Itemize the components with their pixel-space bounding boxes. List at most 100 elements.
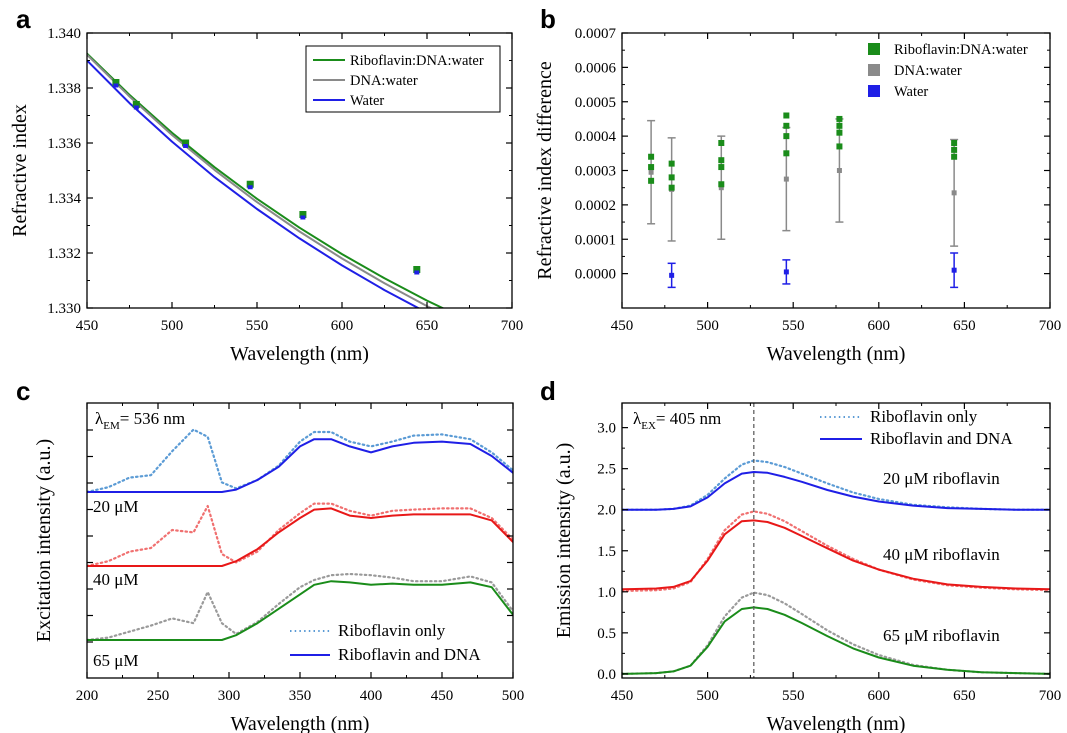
y-tick-label: 0.0000 [575, 267, 616, 283]
legend-a: Riboflavin:DNA:water DNA:water Water [305, 45, 501, 113]
data-point-riboflavin-dna-water [783, 133, 790, 140]
data-point-riboflavin-dna-water [783, 122, 790, 129]
x-tick-label: 500 [696, 688, 719, 704]
y-tick-label: 0.0 [597, 667, 616, 683]
legend-label: Riboflavin only [870, 407, 978, 426]
series-line-dna-water [87, 53, 434, 308]
panel-letter-b: b [540, 4, 556, 34]
x-tick-label: 700 [1039, 318, 1062, 334]
data-point-riboflavin-dna-water [718, 181, 725, 188]
data-point-dna-water [951, 190, 957, 196]
series-line [622, 606, 1050, 675]
legend-label: DNA:water [350, 73, 418, 89]
x-tick-label: 600 [868, 318, 891, 334]
x-tick-label: 200 [76, 688, 99, 704]
data-point-riboflavin-dna-water [836, 115, 843, 122]
series-line [87, 428, 513, 494]
data-marker [299, 211, 307, 218]
data-point-riboflavin-dna-water [836, 143, 843, 150]
y-tick-label: 1.332 [47, 246, 81, 262]
y-tick-label: 0.0003 [575, 164, 616, 180]
y-axis-label: Excitation intensity (a.u.) [33, 439, 55, 642]
curve-label: 65 μM [93, 651, 138, 670]
data-point-riboflavin-dna-water [668, 160, 675, 167]
data-point-dna-water [783, 176, 789, 182]
data-point-riboflavin-dna-water [951, 140, 958, 146]
x-tick-label: 450 [431, 688, 454, 704]
lambda-symbol: λ [633, 409, 642, 428]
data-marker [413, 266, 421, 273]
emission-annotation: λEX= 405 nm [633, 409, 721, 432]
x-tick-label: 500 [502, 688, 525, 704]
plot-area [622, 459, 1050, 676]
data-point-dna-water [648, 169, 654, 175]
legend-label: Riboflavin:DNA:water [894, 42, 1028, 58]
plot-area [87, 428, 513, 642]
x-tick-label: 550 [782, 688, 805, 704]
curve-label: 65 μM riboflavin [883, 626, 1000, 645]
legend-b: Riboflavin:DNA:water DNA:water Water [868, 42, 1028, 100]
series-line [622, 471, 1050, 511]
x-tick-label: 700 [501, 318, 524, 334]
panel-a: a 450 500 550 600 650 700 Wavelength (nm) 1.330 1… [9, 4, 523, 365]
x-tick-label: 650 [953, 318, 976, 334]
y-tick-label: 1.330 [47, 301, 81, 317]
x-axis-label: Wavelength (nm) [231, 713, 370, 733]
data-marker-water [183, 144, 189, 148]
curve-label: 20 μM riboflavin [883, 469, 1000, 488]
panel-d: d 450 500 550 600 650 700 Wavelength (nm) 0.0 0.5… [540, 376, 1061, 733]
lambda-subscript: EM [103, 420, 120, 432]
y-axis-label: Emission intensity (a.u.) [553, 443, 575, 639]
data-point-riboflavin-dna-water [718, 157, 725, 164]
data-point-water [669, 272, 675, 278]
y-tick-label: 0.0002 [575, 198, 616, 214]
x-tick-label: 700 [1039, 688, 1062, 704]
y-tick-label: 0.0001 [575, 232, 616, 248]
data-marker [132, 101, 140, 108]
x-tick-label: 450 [611, 688, 634, 704]
legend-swatch [868, 64, 880, 76]
lambda-symbol: λ [95, 409, 104, 428]
data-point-riboflavin-dna-water [648, 164, 655, 171]
y-tick-label: 2.5 [597, 462, 616, 478]
legend-label: Riboflavin only [338, 621, 446, 640]
x-tick-label: 650 [953, 688, 976, 704]
data-point-water [783, 269, 789, 275]
data-marker-water [414, 270, 420, 275]
data-point-riboflavin-dna-water [783, 112, 790, 119]
data-marker [182, 139, 190, 147]
data-marker-water [247, 185, 253, 190]
legend-c: Riboflavin only Riboflavin and DNA [290, 621, 481, 664]
data-point-water [951, 267, 957, 273]
excitation-annotation: λEM= 536 nm [95, 409, 185, 432]
data-point-riboflavin-dna-water [718, 140, 725, 146]
x-tick-label: 550 [246, 318, 269, 334]
data-point-dna-water [836, 168, 842, 173]
x-tick-label: 300 [218, 688, 241, 704]
legend-label: Water [350, 93, 384, 109]
panel-b: b 450 500 550 600 650 700 Wavelength (nm) 0.0000… [534, 4, 1061, 365]
x-axis-label: Wavelength (nm) [230, 343, 369, 365]
panel-letter-c: c [16, 376, 30, 406]
y-tick-label: 1.338 [47, 81, 81, 97]
data-point-riboflavin-dna-water [648, 177, 655, 184]
y-axis-label: Refractive index difference [534, 61, 556, 280]
x-tick-label: 500 [161, 318, 184, 334]
data-marker [246, 180, 254, 188]
y-tick-label: 1.334 [47, 191, 81, 207]
curve-label: 40 μM [93, 570, 138, 589]
data-marker-water [133, 105, 139, 110]
x-tick-label: 450 [76, 318, 99, 334]
data-marker-water [300, 215, 306, 220]
series-line [622, 519, 1050, 591]
x-tick-label: 500 [696, 318, 719, 334]
x-tick-label: 350 [289, 688, 312, 704]
series-line-water [87, 59, 421, 308]
data-marker-water [113, 83, 119, 88]
data-point-dna-water [718, 185, 724, 191]
series-line [87, 507, 513, 567]
legend-label: Riboflavin and DNA [338, 645, 481, 664]
y-tick-label: 2.0 [597, 503, 616, 519]
series-line [87, 502, 513, 568]
data-point-riboflavin-dna-water [783, 150, 790, 157]
